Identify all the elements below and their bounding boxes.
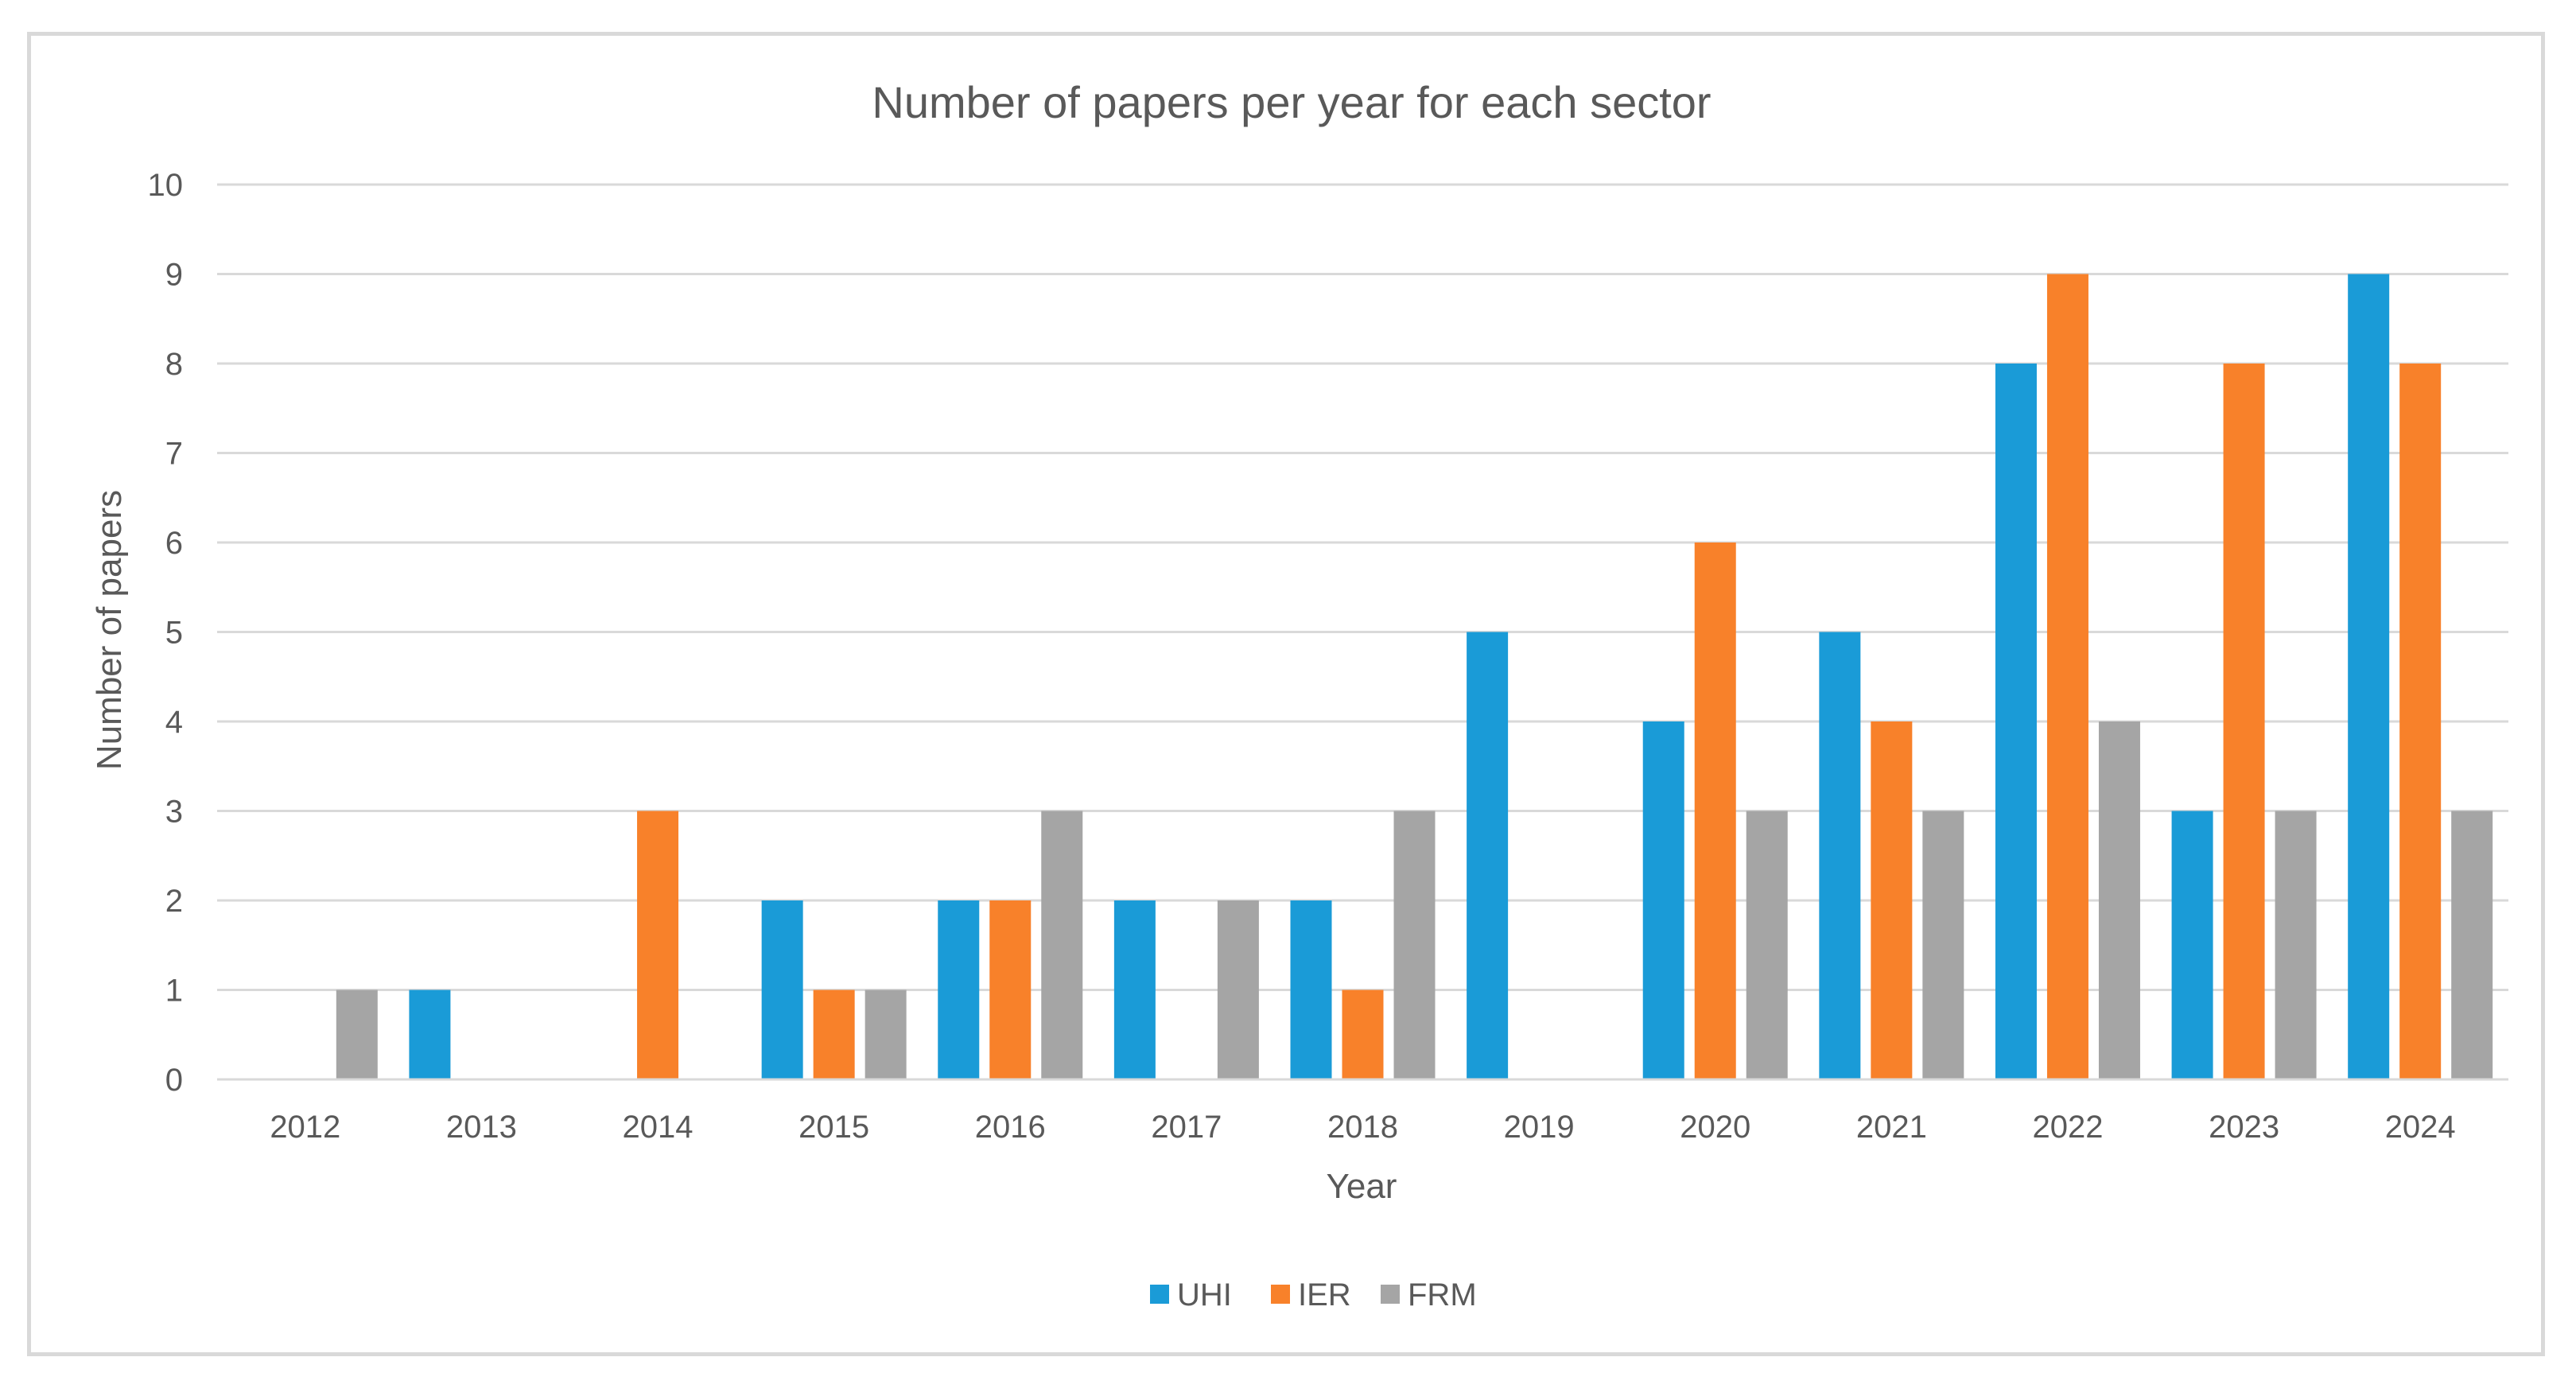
x-axis-ticks: 2012 2013 2014 2015 2016 2017 2018 2019 2020 2021… [270, 1110, 2455, 1145]
bar-uhi-2018 [1290, 900, 1332, 1079]
bar-ier-2016 [989, 900, 1032, 1079]
bar-ier-2023 [2223, 364, 2265, 1079]
x-tick-label: 2015 [798, 1110, 869, 1145]
x-tick-label: 2021 [1856, 1110, 1927, 1145]
bar-ier-2018 [1342, 990, 1384, 1079]
y-axis-ticks: 0 1 2 3 4 5 6 7 8 9 10 [148, 168, 184, 1098]
x-tick-label: 2012 [270, 1110, 340, 1145]
bar-uhi-2015 [761, 900, 803, 1079]
bar-ier-2020 [1694, 542, 1736, 1079]
bar-ier-2021 [1871, 721, 1913, 1079]
chart-title: Number of papers per year for each secto… [872, 77, 1711, 127]
legend-label-frm: FRM [1408, 1277, 1477, 1312]
x-axis-label: Year [1327, 1167, 1397, 1206]
y-tick-label: 3 [165, 795, 183, 830]
y-tick-label: 2 [165, 884, 183, 919]
bar-frm-2012 [336, 990, 378, 1079]
bar-frm-2016 [1041, 811, 1083, 1079]
gridlines [217, 183, 2508, 1081]
bar-ier-2022 [2046, 274, 2088, 1079]
y-tick-label: 7 [165, 437, 183, 472]
bar-uhi-2016 [938, 900, 980, 1079]
bar-uhi-2024 [2348, 274, 2390, 1079]
y-tick-label: 4 [165, 705, 183, 740]
bar-frm-2017 [1217, 900, 1259, 1079]
x-tick-label: 2024 [2385, 1110, 2456, 1145]
bar-ier-2014 [637, 811, 679, 1079]
bar-ier-2015 [813, 990, 855, 1079]
x-tick-label: 2014 [623, 1110, 694, 1145]
y-tick-label: 8 [165, 347, 183, 382]
x-tick-label: 2022 [2032, 1110, 2103, 1145]
bar-frm-2024 [2451, 811, 2493, 1079]
x-tick-label: 2013 [446, 1110, 517, 1145]
x-tick-label: 2019 [1504, 1110, 1575, 1145]
bar-uhi-2023 [2171, 811, 2213, 1079]
y-tick-label: 10 [148, 168, 184, 203]
bar-uhi-2013 [409, 990, 451, 1079]
bar-frm-2015 [864, 990, 907, 1079]
legend-label-ier: IER [1298, 1277, 1351, 1312]
bar-uhi-2021 [1819, 632, 1861, 1079]
legend-swatch-ier [1271, 1285, 1290, 1304]
legend: UHI IER FRM [1150, 1277, 1477, 1312]
legend-label-uhi: UHI [1177, 1277, 1232, 1312]
bar-frm-2018 [1393, 811, 1436, 1079]
y-axis-label: Number of papers [90, 490, 129, 770]
bar-frm-2023 [2275, 811, 2317, 1079]
bar-frm-2022 [2098, 721, 2140, 1079]
x-tick-label: 2018 [1327, 1110, 1398, 1145]
bar-uhi-2019 [1467, 632, 1509, 1079]
x-tick-label: 2017 [1151, 1110, 1222, 1145]
bar-uhi-2020 [1642, 721, 1684, 1079]
bar-ier-2024 [2399, 364, 2442, 1079]
x-tick-label: 2020 [1680, 1110, 1750, 1145]
y-tick-label: 9 [165, 258, 183, 293]
bar-frm-2021 [1922, 811, 1964, 1079]
bar-uhi-2017 [1113, 900, 1156, 1079]
bar-uhi-2022 [1995, 364, 2037, 1079]
y-tick-label: 1 [165, 974, 183, 1009]
x-tick-label: 2016 [975, 1110, 1046, 1145]
chart-frame [27, 32, 2545, 1356]
x-tick-label: 2023 [2209, 1110, 2279, 1145]
bar-frm-2020 [1746, 811, 1788, 1079]
y-tick-label: 0 [165, 1063, 183, 1098]
legend-swatch-frm [1381, 1285, 1400, 1304]
y-tick-label: 5 [165, 616, 183, 651]
legend-swatch-uhi [1150, 1285, 1169, 1304]
bars [217, 274, 2508, 1081]
y-tick-label: 6 [165, 526, 183, 561]
